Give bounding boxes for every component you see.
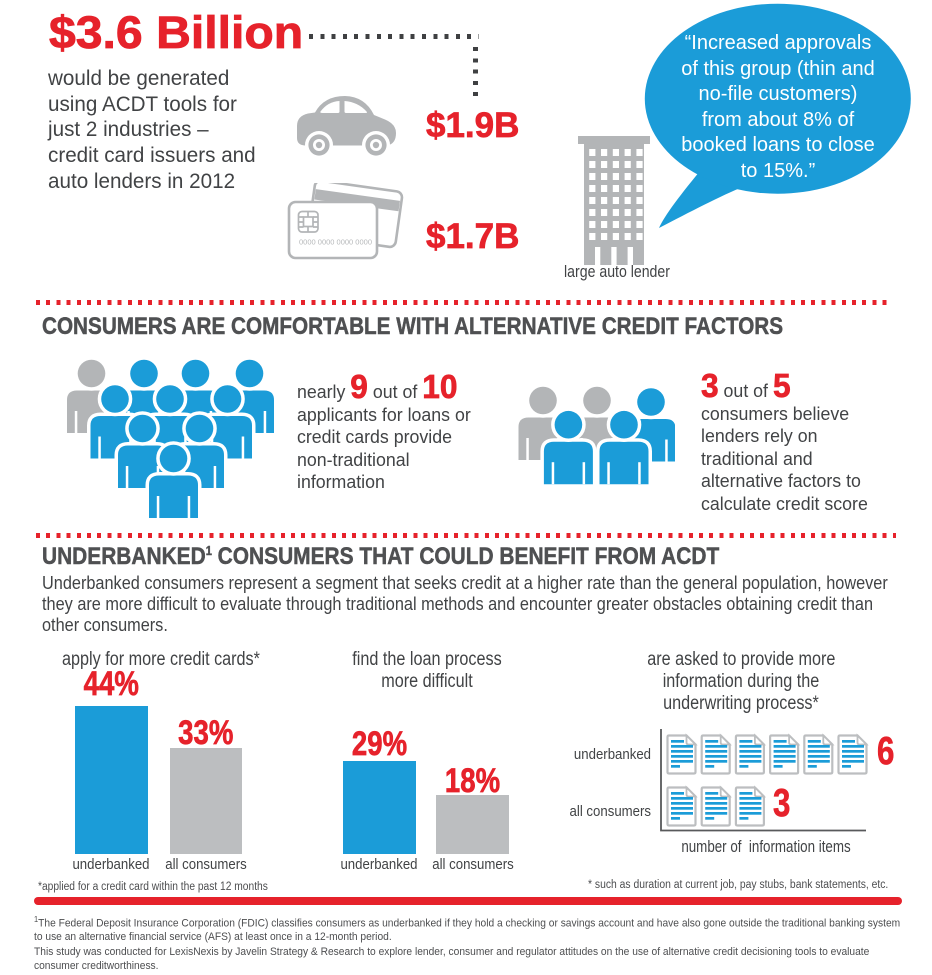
svg-text:0000 0000 0000 0000: 0000 0000 0000 0000 [299,238,372,247]
